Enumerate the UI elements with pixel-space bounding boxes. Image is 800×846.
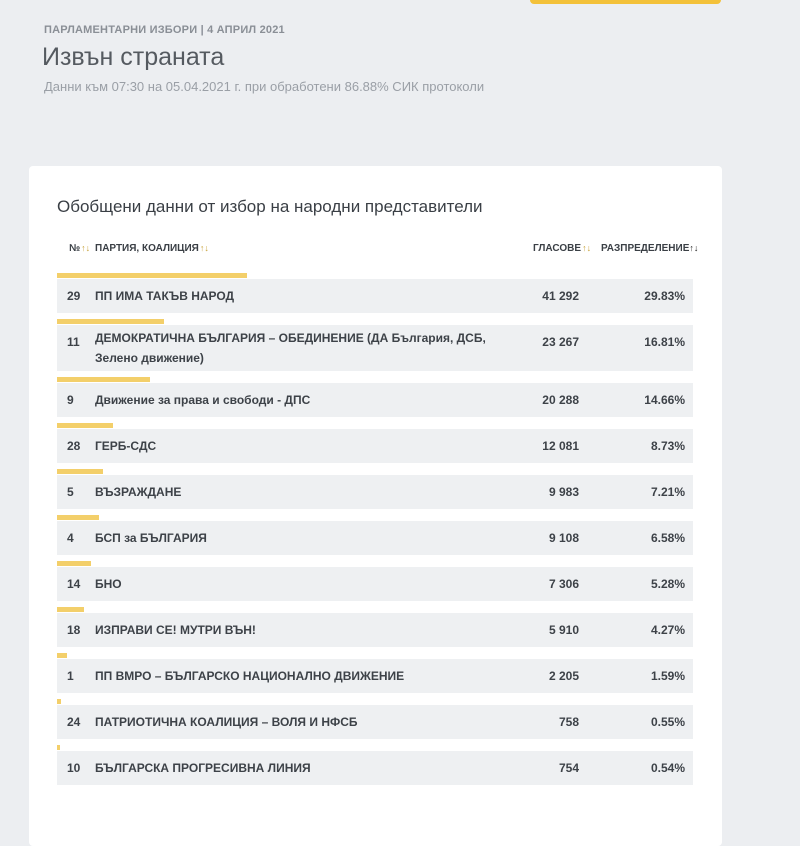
votes-count: 7 306 (548, 577, 579, 591)
column-header-distribution[interactable]: РАЗПРЕДЕЛЕНИЕ↑↓ (601, 243, 699, 254)
page-title: Извън страната (42, 43, 225, 71)
column-header-party[interactable]: ПАРТИЯ, КОАЛИЦИЯ↑↓ (95, 243, 209, 254)
share-bar (57, 423, 113, 428)
row-body: 29 ПП ИМА ТАКЪВ НАРОД 41 292 29.83% (57, 279, 693, 313)
distribution-percent: 5.28% (650, 577, 685, 591)
results-table: 29 ПП ИМА ТАКЪВ НАРОД 41 292 29.83% 11 ДЕМОКР… (57, 273, 693, 791)
votes-count: 41 292 (542, 289, 579, 303)
distribution-percent: 0.55% (650, 715, 685, 729)
party-number: 24 (67, 715, 81, 729)
distribution-percent: 4.27% (650, 623, 685, 637)
party-name: БЪЛГАРСКА ПРОГРЕСИВНА ЛИНИЯ (95, 761, 311, 775)
table-row[interactable]: 18 ИЗПРАВИ СЕ! МУТРИ ВЪН! 5 910 4.27% (57, 607, 693, 653)
party-name: ИЗПРАВИ СЕ! МУТРИ ВЪН! (95, 623, 256, 637)
party-name: БНО (95, 577, 122, 591)
table-row[interactable]: 28 ГЕРБ-СДС 12 081 8.73% (57, 423, 693, 469)
share-bar (57, 561, 91, 566)
party-name: БСП за БЪЛГАРИЯ (95, 531, 207, 545)
table-row[interactable]: 11 ДЕМОКРАТИЧНА БЪЛГАРИЯ – ОБЕДИНЕНИЕ (ДА… (57, 319, 693, 377)
sort-icon: ↑↓ (199, 243, 209, 253)
party-name: ДЕМОКРАТИЧНА БЪЛГАРИЯ – ОБЕДИНЕНИЕ (ДА Б… (95, 331, 486, 365)
table-row[interactable]: 29 ПП ИМА ТАКЪВ НАРОД 41 292 29.83% (57, 273, 693, 319)
votes-count: 12 081 (542, 439, 579, 453)
party-number: 29 (67, 289, 81, 303)
party-name: ПАТРИОТИЧНА КОАЛИЦИЯ – ВОЛЯ И НФСБ (95, 715, 358, 729)
votes-count: 9 983 (548, 485, 579, 499)
sort-icon: ↑↓ (81, 243, 91, 253)
party-name: ГЕРБ-СДС (95, 439, 157, 453)
distribution-percent: 14.66% (644, 393, 685, 407)
party-number: 4 (67, 531, 74, 545)
sort-icon: ↑↓ (582, 243, 592, 253)
distribution-percent: 0.54% (650, 761, 685, 775)
row-body: 11 ДЕМОКРАТИЧНА БЪЛГАРИЯ – ОБЕДИНЕНИЕ (ДА… (57, 325, 693, 371)
column-header-number[interactable]: №↑↓ (69, 243, 91, 254)
card-title: Обобщени данни от избор на народни предс… (57, 197, 483, 216)
share-bar (57, 653, 67, 658)
distribution-percent: 7.21% (650, 485, 685, 499)
sort-descending-icon: ↑↓ (689, 243, 699, 253)
votes-count: 5 910 (548, 623, 579, 637)
party-number: 18 (67, 623, 81, 637)
row-body: 18 ИЗПРАВИ СЕ! МУТРИ ВЪН! 5 910 4.27% (57, 613, 693, 647)
table-row[interactable]: 24 ПАТРИОТИЧНА КОАЛИЦИЯ – ВОЛЯ И НФСБ 758 0… (57, 699, 693, 745)
top-accent-bar (530, 0, 721, 4)
distribution-percent: 1.59% (650, 669, 685, 683)
votes-count: 2 205 (548, 669, 579, 683)
table-header: №↑↓ ПАРТИЯ, КОАЛИЦИЯ↑↓ ГЛАСОВЕ↑↓ РАЗПРЕД… (57, 243, 698, 259)
row-body: 9 Движение за права и свободи - ДПС 20 288… (57, 383, 693, 417)
column-header-votes[interactable]: ГЛАСОВЕ↑↓ (533, 243, 592, 254)
distribution-percent: 6.58% (650, 531, 685, 545)
party-number: 5 (67, 485, 74, 499)
party-number: 10 (67, 761, 81, 775)
table-row[interactable]: 10 БЪЛГАРСКА ПРОГРЕСИВНА ЛИНИЯ 754 0.54% (57, 745, 693, 791)
distribution-percent: 16.81% (644, 335, 685, 349)
party-name: Движение за права и свободи - ДПС (95, 393, 311, 407)
party-name: ПП ИМА ТАКЪВ НАРОД (95, 289, 235, 303)
votes-count: 20 288 (542, 393, 579, 407)
party-number: 14 (67, 577, 81, 591)
distribution-percent: 29.83% (644, 289, 685, 303)
votes-count: 23 267 (542, 335, 579, 349)
share-bar (57, 699, 61, 704)
table-row[interactable]: 9 Движение за права и свободи - ДПС 20 288… (57, 377, 693, 423)
party-name: ПП ВМРО – БЪЛГАРСКО НАЦИОНАЛНО ДВИЖЕНИЕ (95, 669, 405, 683)
share-bar (57, 607, 84, 612)
votes-count: 758 (558, 715, 579, 729)
party-name: ВЪЗРАЖДАНЕ (95, 485, 182, 499)
share-bar (57, 273, 247, 278)
row-body: 4 БСП за БЪЛГАРИЯ 9 108 6.58% (57, 521, 693, 555)
distribution-percent: 8.73% (650, 439, 685, 453)
row-body: 28 ГЕРБ-СДС 12 081 8.73% (57, 429, 693, 463)
election-kicker: ПАРЛАМЕНТАРНИ ИЗБОРИ | 4 АПРИЛ 2021 (44, 24, 285, 36)
row-body: 24 ПАТРИОТИЧНА КОАЛИЦИЯ – ВОЛЯ И НФСБ 758 0… (57, 705, 693, 739)
party-number: 28 (67, 439, 81, 453)
row-body: 1 ПП ВМРО – БЪЛГАРСКО НАЦИОНАЛНО ДВИЖЕНИЕ… (57, 659, 693, 693)
row-body: 10 БЪЛГАРСКА ПРОГРЕСИВНА ЛИНИЯ 754 0.54% (57, 751, 693, 785)
data-timestamp: Данни към 07:30 на 05.04.2021 г. при обр… (44, 79, 485, 94)
party-number: 1 (67, 669, 74, 683)
party-number: 11 (67, 335, 80, 349)
table-row[interactable]: 4 БСП за БЪЛГАРИЯ 9 108 6.58% (57, 515, 693, 561)
results-card: Обобщени данни от избор на народни предс… (29, 166, 722, 846)
share-bar (57, 515, 99, 520)
table-row[interactable]: 14 БНО 7 306 5.28% (57, 561, 693, 607)
share-bar (57, 319, 164, 324)
share-bar (57, 377, 150, 382)
votes-count: 9 108 (548, 531, 579, 545)
share-bar (57, 469, 103, 474)
share-bar (57, 745, 60, 750)
table-row[interactable]: 1 ПП ВМРО – БЪЛГАРСКО НАЦИОНАЛНО ДВИЖЕНИЕ… (57, 653, 693, 699)
row-body: 14 БНО 7 306 5.28% (57, 567, 693, 601)
row-body: 5 ВЪЗРАЖДАНЕ 9 983 7.21% (57, 475, 693, 509)
votes-count: 754 (558, 761, 579, 775)
table-row[interactable]: 5 ВЪЗРАЖДАНЕ 9 983 7.21% (57, 469, 693, 515)
party-number: 9 (67, 393, 74, 407)
